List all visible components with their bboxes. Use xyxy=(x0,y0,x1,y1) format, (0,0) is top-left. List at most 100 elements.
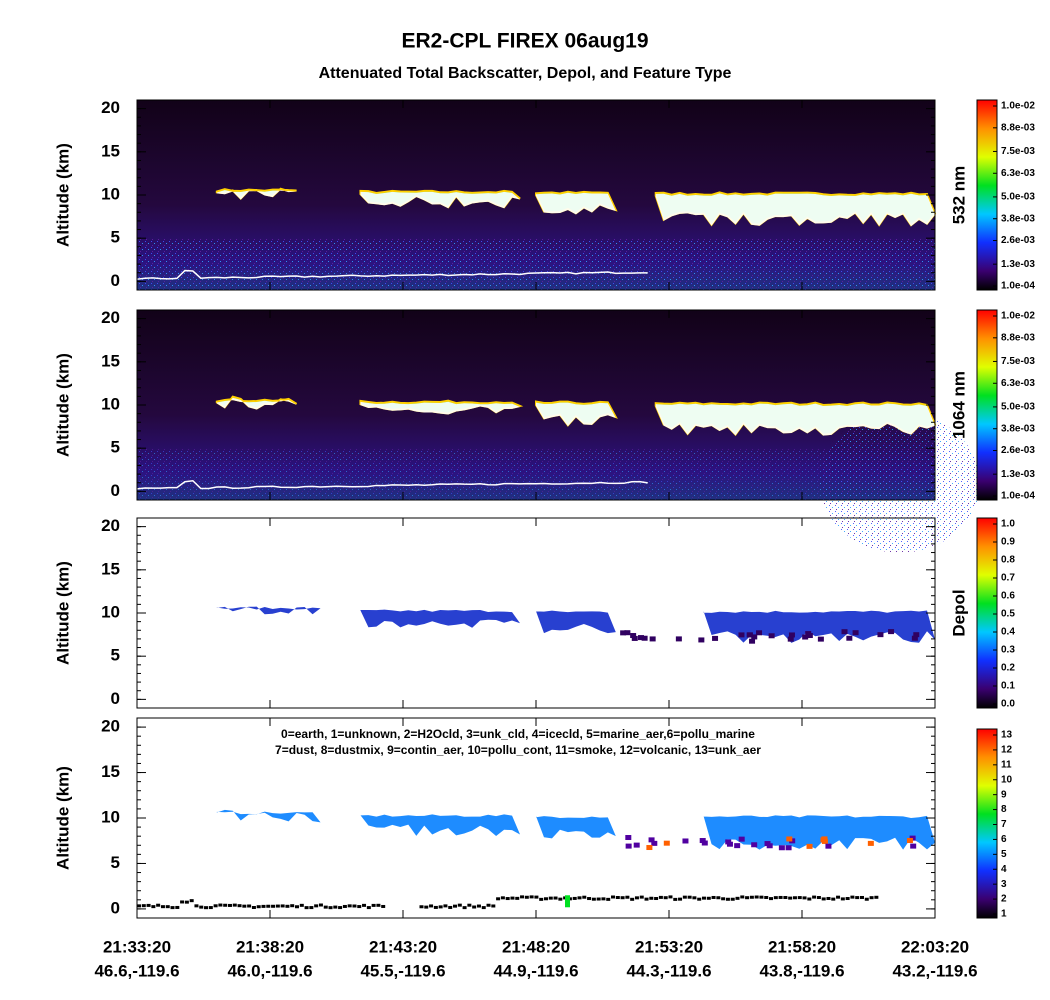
ground-point xyxy=(457,903,462,907)
cloud-fragment xyxy=(766,843,773,849)
colorbar-tick-label: 6 xyxy=(1001,834,1007,845)
ground-point xyxy=(160,905,165,909)
cloud xyxy=(360,401,521,415)
ground-point xyxy=(491,904,496,908)
ground-point xyxy=(606,897,611,901)
feature-legend: 0=earth, 1=unknown, 2=H2Ocld, 3=unk_cld,… xyxy=(281,727,755,741)
cloud-fragment xyxy=(756,630,763,636)
ground-point xyxy=(701,896,706,900)
colorbar-label: Depol xyxy=(949,589,968,636)
ground-point xyxy=(725,897,730,901)
x-tick-label: 21:53:20 xyxy=(635,937,703,956)
ground-point xyxy=(371,903,376,907)
colorbar-tick-label: 11 xyxy=(1001,759,1012,770)
colorbar-tick-label: 2.6e-03 xyxy=(1001,445,1035,456)
ground-point xyxy=(749,895,754,899)
feature-legend: 7=dust, 8=dustmix, 9=contin_aer, 10=poll… xyxy=(275,743,761,757)
cloud-fragment xyxy=(620,630,627,636)
subtitle: Attenuated Total Backscatter, Depol, and… xyxy=(319,65,732,82)
y-tick-label: 5 xyxy=(111,438,120,457)
cloud-fragment xyxy=(768,633,775,639)
ground-point xyxy=(548,896,553,900)
ground-point xyxy=(366,906,371,910)
cloud-fragment xyxy=(624,630,631,636)
cloud-fragment xyxy=(738,836,745,842)
colorbar-tick-label: 1.0e-04 xyxy=(1001,281,1035,292)
colorbar-tick-label: 4 xyxy=(1001,864,1007,875)
colorbar-tick-label: 1.0e-02 xyxy=(1001,311,1035,322)
cloud-fragment xyxy=(821,836,828,842)
cloud-fragment xyxy=(701,840,708,846)
ground-point xyxy=(333,905,338,909)
cloud-fragment xyxy=(698,637,705,643)
x-tick-label: 43.8,-119.6 xyxy=(759,961,844,980)
x-tick-label: 43.2,-119.6 xyxy=(892,961,977,980)
ground-point xyxy=(764,895,769,899)
y-tick-label: 10 xyxy=(101,602,120,621)
ground-point xyxy=(644,897,649,901)
ground-point xyxy=(520,895,525,899)
colorbar-tick-label: 1 xyxy=(1001,909,1007,920)
colorbar-tick-label: 1.3e-03 xyxy=(1001,469,1035,480)
cloud xyxy=(703,815,935,850)
ground-point xyxy=(577,896,582,900)
ground-point xyxy=(615,896,620,900)
ground-point xyxy=(634,896,639,900)
ground-point xyxy=(639,895,644,899)
ground-point xyxy=(529,895,534,899)
cloud xyxy=(216,606,321,615)
cloud xyxy=(216,189,297,200)
colorbar-tick-label: 3 xyxy=(1001,879,1007,890)
ground-point xyxy=(534,895,539,899)
ground-point xyxy=(678,897,683,901)
ground-point xyxy=(778,895,783,899)
cloud-fragment xyxy=(877,632,884,638)
colorbar-tick-label: 7 xyxy=(1001,819,1007,830)
colorbar-tick-label: 1.0 xyxy=(1001,519,1015,530)
cloud-fragment xyxy=(631,635,638,641)
colorbar-tick-label: 6.3e-03 xyxy=(1001,168,1035,179)
cloud-fragment xyxy=(802,634,809,640)
y-axis-label: Altitude (km) xyxy=(53,766,72,870)
y-tick-label: 5 xyxy=(111,228,120,247)
ground-point xyxy=(323,905,328,909)
cloud xyxy=(360,191,521,209)
ground-point xyxy=(682,895,687,899)
ground-point xyxy=(611,895,616,899)
ground-point xyxy=(788,896,793,900)
ground-point xyxy=(165,905,170,909)
cloud-fragment xyxy=(785,845,792,851)
ground-point xyxy=(816,896,821,900)
cloud-fragment xyxy=(651,840,658,846)
colorbar-tick-label: 5.0e-03 xyxy=(1001,402,1035,413)
ground-point xyxy=(745,896,750,900)
ground-point xyxy=(687,895,692,899)
ground-point xyxy=(208,906,213,910)
ground-point xyxy=(438,905,443,909)
ground-point xyxy=(271,904,276,908)
cloud xyxy=(536,816,616,839)
colorbar-tick-label: 0.3 xyxy=(1001,645,1015,656)
y-tick-label: 20 xyxy=(101,717,120,736)
ground-point xyxy=(156,903,161,907)
cloud-fragment xyxy=(630,633,637,639)
ground-point xyxy=(587,897,592,901)
ground-point xyxy=(826,896,831,900)
y-tick-label: 5 xyxy=(111,646,120,665)
title: ER2-CPL FIREX 06aug19 xyxy=(401,30,648,53)
cloud-fragment xyxy=(637,635,644,641)
ground-point xyxy=(769,897,774,901)
colorbar-tick-label: 8.8e-03 xyxy=(1001,122,1035,133)
cloud-fragment xyxy=(663,840,670,846)
ground-point xyxy=(797,896,802,900)
ground-point xyxy=(654,897,659,901)
y-tick-label: 15 xyxy=(101,559,120,578)
y-tick-label: 0 xyxy=(111,481,120,500)
ground-point xyxy=(773,896,778,900)
cloud xyxy=(536,610,616,634)
ground-point xyxy=(792,896,797,900)
ground-point xyxy=(840,897,845,901)
colorbar-tick-label: 7.5e-03 xyxy=(1001,146,1035,157)
ground-point xyxy=(759,895,764,899)
cloud-fragment xyxy=(888,629,895,635)
